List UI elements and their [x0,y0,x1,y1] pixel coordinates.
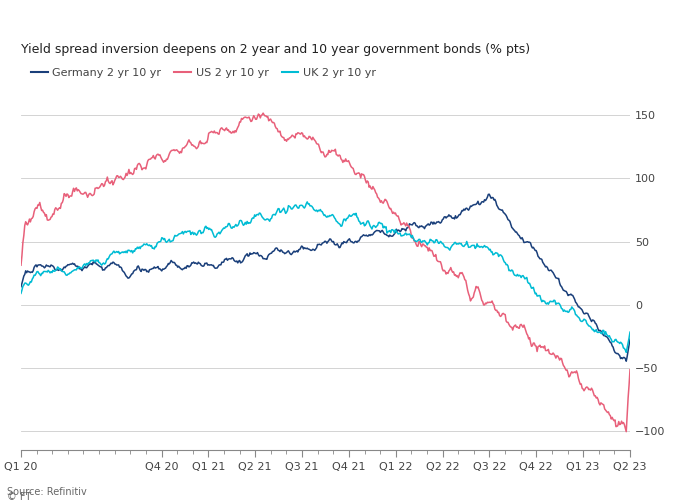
Text: Source: Refinitiv: Source: Refinitiv [7,487,87,497]
Text: Yield spread inversion deepens on 2 year and 10 year government bonds (% pts): Yield spread inversion deepens on 2 year… [21,43,530,56]
Text: © FT: © FT [7,492,31,500]
Legend: Germany 2 yr 10 yr, US 2 yr 10 yr, UK 2 yr 10 yr: Germany 2 yr 10 yr, US 2 yr 10 yr, UK 2 … [27,63,380,82]
